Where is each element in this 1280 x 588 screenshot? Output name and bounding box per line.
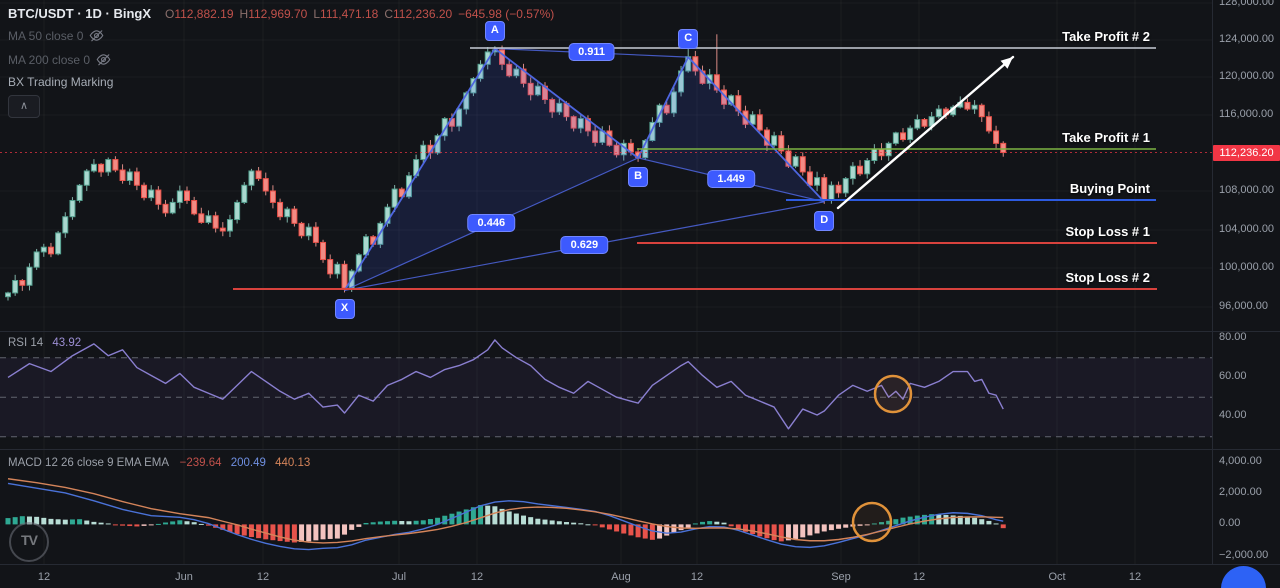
time-axis-label: 12 [690, 571, 704, 583]
rsi-axis-label: 40.00 [1219, 409, 1247, 421]
tradingview-logo[interactable]: TV [9, 522, 49, 562]
pattern-ratio-label[interactable]: 0.911 [568, 42, 615, 61]
price-axis-label: 108,000.00 [1219, 184, 1275, 196]
ma50-label: MA 50 close 0 [8, 28, 84, 43]
price-axis-label: 116,000.00 [1219, 108, 1274, 120]
pattern-point-x-label[interactable]: X [334, 299, 355, 320]
price-axis-label: 124,000.00 [1219, 33, 1275, 45]
price-axis-label: 100,000.00 [1219, 261, 1275, 273]
last-price-badge: 112,236.20 [1213, 145, 1280, 161]
time-axis-label: Jul [391, 571, 407, 583]
take-profit-1-label[interactable]: Take Profit # 1 [1062, 130, 1150, 145]
time-axis-label: Aug [611, 571, 631, 583]
time-axis-label: 12 [912, 571, 926, 583]
open-value: 112,882.19 [174, 7, 234, 21]
pattern-point-d-label[interactable]: D [814, 210, 835, 231]
low-value: 111,471.18 [320, 7, 379, 21]
pattern-ratio-label[interactable]: 0.446 [467, 214, 516, 233]
open-label: O [165, 7, 175, 21]
stop-loss-2-label[interactable]: Stop Loss # 2 [1065, 270, 1150, 285]
time-axis-label: 12 [256, 571, 270, 583]
pattern-ratio-label[interactable]: 1.449 [707, 169, 755, 188]
macd-label: MACD 12 26 close 9 EMA EMA [8, 457, 169, 469]
macd-axis-label: 4,000.00 [1219, 455, 1262, 467]
pattern-point-c-label[interactable]: C [678, 29, 699, 50]
stop-loss-1-label[interactable]: Stop Loss # 1 [1065, 224, 1150, 239]
eye-off-icon[interactable] [96, 52, 111, 67]
buying-point-label[interactable]: Buying Point [1069, 181, 1150, 196]
eye-off-icon[interactable] [89, 28, 104, 43]
high-label: H [239, 7, 249, 21]
quick-action-button[interactable] [1221, 566, 1266, 588]
symbol-header: BTC/USDT · 1D · BingX O112,882.19 H112,969… [8, 6, 554, 21]
rsi-legend: RSI 14 43.92 [8, 337, 81, 349]
pattern-ratio-label[interactable]: 0.629 [560, 236, 609, 255]
pattern-point-b-label[interactable]: B [628, 166, 649, 187]
macd-axis-label: −2,000.00 [1219, 549, 1269, 561]
price-axis-label: 104,000.00 [1219, 223, 1275, 235]
time-axis-label: Sep [831, 571, 851, 583]
time-axis-label: 12 [37, 571, 51, 583]
macd-axis-label: 2,000.00 [1219, 486, 1262, 498]
macd-hist-value: −239.64 [179, 457, 222, 469]
ma200-legend: MA 200 close 0 [8, 52, 111, 67]
high-value: 112,969.70 [248, 7, 308, 21]
low-label: L [313, 7, 321, 21]
time-axis-label: Jun [175, 571, 193, 583]
rsi-axis-label: 60.00 [1219, 370, 1247, 382]
rsi-axis-label: 80.00 [1219, 331, 1247, 343]
close-label: C [384, 7, 393, 21]
change-value: −645.98 (−0.57%) [458, 7, 555, 21]
price-axis-label: 96,000.00 [1219, 300, 1268, 312]
ma200-label: MA 200 close 0 [8, 52, 91, 67]
take-profit-2-label[interactable]: Take Profit # 2 [1062, 29, 1150, 44]
collapse-legend-button[interactable]: ∧ [8, 95, 40, 118]
pattern-point-a-label[interactable]: A [484, 20, 505, 41]
macd-legend: MACD 12 26 close 9 EMA EMA −239.64 200.4… [8, 457, 310, 469]
macd-signal-value: 440.13 [275, 457, 311, 469]
price-axis-label: 120,000.00 [1219, 70, 1275, 82]
time-axis-label: Oct [1048, 571, 1066, 583]
symbol-title[interactable]: BTC/USDT · 1D · BingX [8, 6, 151, 21]
rsi-label: RSI 14 [8, 337, 44, 349]
macd-line-value: 200.49 [230, 457, 266, 469]
close-value: 112,236.20 [393, 7, 453, 21]
time-axis-label: 12 [470, 571, 484, 583]
rsi-value: 43.92 [52, 337, 82, 349]
ma50-legend: MA 50 close 0 [8, 28, 104, 43]
time-axis-label: 12 [1128, 571, 1142, 583]
bx-trading-marking-legend: BX Trading Marking [8, 75, 113, 89]
price-axis-label: 128,000.00 [1219, 0, 1275, 8]
bx-trading-marking-label: BX Trading Marking [8, 75, 114, 89]
macd-axis-label: 0.00 [1219, 517, 1241, 529]
